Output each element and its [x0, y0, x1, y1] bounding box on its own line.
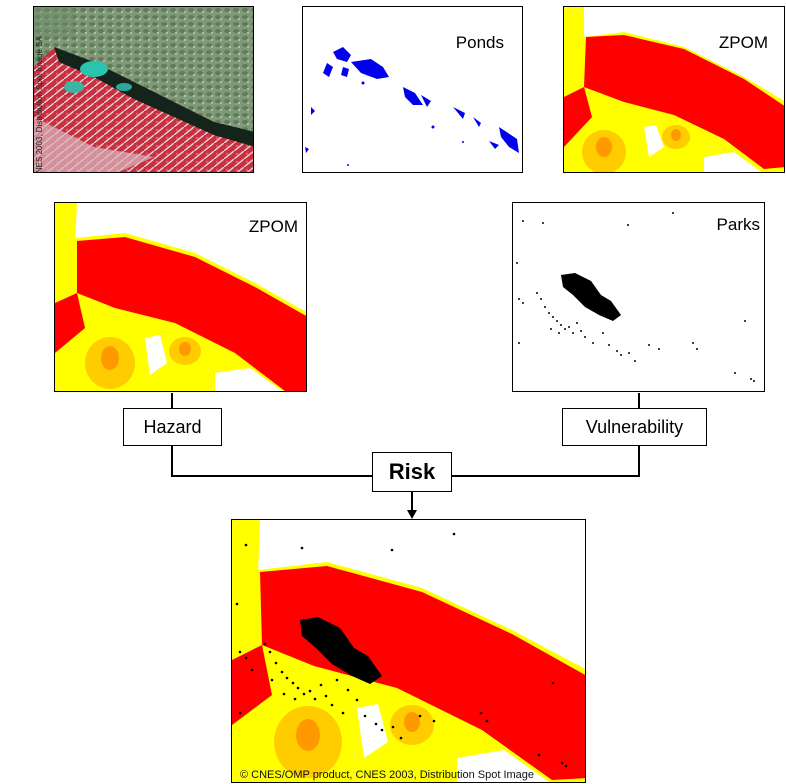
satellite-image-panel: © CNES 2003, Distribution Spot Image SA	[33, 6, 254, 173]
ponds-panel: Ponds	[302, 6, 523, 173]
hazard-box: Hazard	[123, 408, 222, 446]
zpom-hazard-label: ZPOM	[248, 217, 298, 236]
risk-map-credit: © CNES/OMP product, CNES 2003, Distribut…	[240, 769, 535, 781]
zpom-hazard-map	[55, 203, 306, 391]
parks-map	[516, 212, 755, 382]
risk-map-panel: © CNES/OMP product, CNES 2003, Distribut…	[231, 519, 586, 783]
satellite-credit: © CNES 2003, Distribution Spot Image SA	[35, 36, 44, 173]
zpom-top-map	[564, 7, 784, 172]
risk-box: Risk	[372, 452, 452, 492]
parks-label: Parks	[716, 215, 760, 234]
risk-map	[232, 520, 585, 782]
zpom-top-panel: ZPOM	[563, 6, 785, 173]
parks-panel: Parks	[512, 202, 765, 392]
satellite-image	[34, 7, 253, 172]
vulnerability-box: Vulnerability	[562, 408, 707, 446]
zpom-hazard-panel: ZPOM	[54, 202, 307, 392]
ponds-label: Ponds	[455, 33, 504, 52]
ponds-map	[305, 47, 519, 166]
zpom-top-label: ZPOM	[718, 33, 768, 52]
